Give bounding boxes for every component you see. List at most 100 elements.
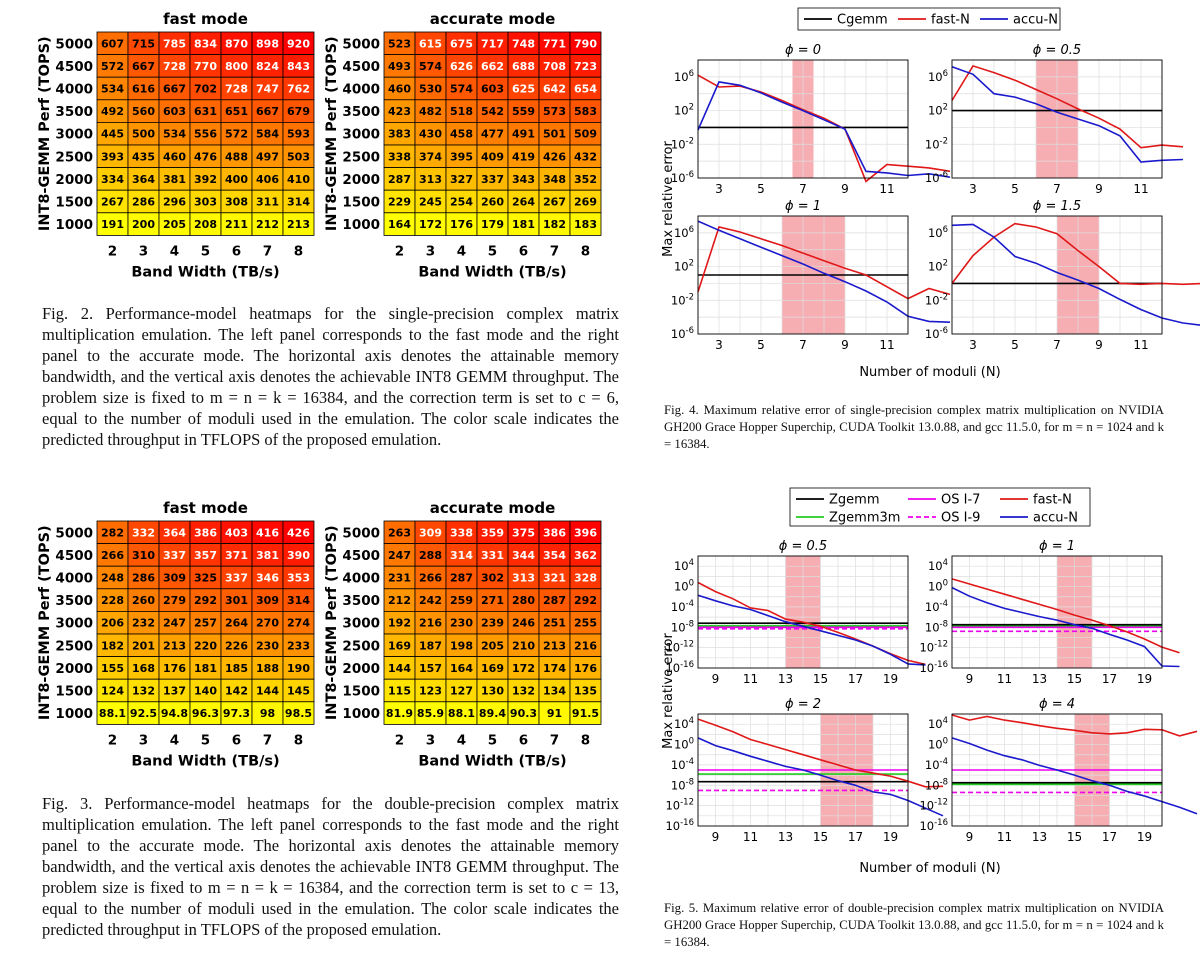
heatmap-cell-label: 920 [287,37,310,50]
axis-xtick: 11 [879,182,894,196]
heatmap-cell-label: 247 [163,617,186,630]
line-panel: ϕ = 1.5 106 102 10-2 10-6 3 5 7 9 11 [925,199,1200,352]
heatmap-cell-label: 142 [225,685,248,698]
series-line-fast-n [951,578,1180,654]
panel-title: ϕ = 0.5 [779,539,827,554]
heatmap-cell-label: 140 [194,685,217,698]
heatmap-xtick: 8 [581,243,590,259]
heatmap-cell-label: 169 [388,639,411,652]
panel-title: ϕ = 0 [785,43,821,58]
heatmap-cell-label: 357 [194,549,217,562]
heatmap-cell-label: 337 [481,173,504,186]
axis-xtick: 7 [1053,338,1061,352]
heatmap-xtick: 4 [457,732,466,748]
heatmap-cell-label: 458 [450,128,473,141]
series-line-accu-n [951,586,1180,668]
heatmap-cell-label: 190 [287,662,310,675]
heatmap-cell-label: 115 [388,685,411,698]
heatmap-cell-label: 616 [132,83,155,96]
axis-xtick: 11 [997,672,1012,686]
heatmap-cell [569,701,602,725]
heatmap-cell-label: 96.3 [192,707,219,720]
axis-xtick: 9 [1095,338,1103,352]
axis-xtick: 13 [778,672,793,686]
heatmap-cell-label: 168 [132,662,155,675]
fig5-caption: Fig. 5. Maximum relative error of double… [664,901,1164,949]
heatmap-xtick: 2 [395,243,404,259]
heatmap-cell-label: 352 [574,173,597,186]
heatmap-cell-label: 239 [481,617,504,630]
heatmap-cell-label: 314 [287,196,310,209]
panel-title: ϕ = 1.5 [1033,199,1081,214]
heatmap-cell-label: 410 [287,173,310,186]
heatmap-cell-label: 242 [419,594,442,607]
heatmap-cell-label: 419 [512,150,535,163]
heatmap-ytick: 2000 [342,172,380,188]
heatmap-cell-label: 762 [287,83,310,96]
axis-xtick: 9 [1095,182,1103,196]
heatmap-cell-label: 747 [256,83,279,96]
heatmap-cell-label: 662 [481,60,504,73]
heatmap-cell-label: 132 [132,685,155,698]
heatmap-ytick: 4500 [342,548,380,564]
heatmap-cell-label: 460 [163,150,186,163]
fig4-caption: Fig. 4. Maximum relative error of single… [664,403,1164,451]
axis-ytick: 106 [674,69,694,84]
heatmap-cell-label: 247 [388,549,411,562]
heatmap-cell-label: 181 [194,662,217,675]
heatmap-cell-label: 172 [419,218,442,231]
heatmap-cell-label: 723 [574,60,597,73]
axis-xtick: 19 [1137,830,1152,844]
axis-ytick: 102 [928,259,948,274]
heatmap-cell-label: 213 [287,218,310,231]
heatmap-cell-label: 88.1 [99,707,126,720]
legend-entry: fast-N [931,13,970,28]
heatmap-cell-label: 416 [256,526,279,539]
heatmap-xlabel: Band Width (TB/s) [418,753,566,769]
heatmap-cell-label: 708 [543,60,566,73]
heatmap-cell-label: 97.3 [223,707,250,720]
heatmap-cell-label: 509 [574,128,597,141]
heatmap-cell-label: 98.5 [285,707,312,720]
heatmap-cell-label: 426 [543,150,566,163]
axis-xtick: 5 [1011,182,1019,196]
axis-xtick: 9 [966,672,974,686]
heatmap-cell-label: 728 [163,60,186,73]
heatmap-ytick: 3500 [55,593,93,609]
heatmap-cell-label: 679 [287,105,310,118]
heatmap-cell-label: 314 [450,549,473,562]
heatmap-ytick: 1500 [342,195,380,211]
heatmap-cell-label: 164 [388,218,411,231]
heatmap-cell-label: 188 [256,662,279,675]
heatmap-cell-label: 263 [388,526,411,539]
heatmap-cell-label: 89.4 [479,707,506,720]
heatmap-ytick: 2500 [342,149,380,165]
heatmap-cell-label: 375 [512,526,535,539]
axis-xtick: 11 [743,672,758,686]
heatmap-cell-label: 386 [543,526,566,539]
heatmap-cell-label: 90.3 [510,707,537,720]
heatmap-xtick: 7 [263,732,272,748]
heatmap-xtick: 7 [263,243,272,259]
heatmap-xtick: 2 [108,243,117,259]
heatmap-title: accurate mode [430,10,556,28]
heatmap-cell-label: 123 [419,685,442,698]
heatmap-cell-label: 560 [132,105,155,118]
axis-xtick: 13 [1032,672,1047,686]
line-figure-5: Zgemm Zgemm3m OS I-7 OS I-9 fast-N accu-N ϕ = … [661,487,1198,876]
heatmap-cell-label: 287 [450,572,473,585]
axis-ytick: 106 [928,69,948,84]
heatmap-cell-label: 460 [388,83,411,96]
heatmap-cell-label: 182 [543,218,566,231]
series-line-accu-n [697,594,926,666]
heatmap-cell-label: 205 [163,218,186,231]
heatmap-cell-label: 790 [574,37,597,50]
heatmap-xtick: 7 [550,243,559,259]
axis-ytick: 10-16 [665,660,694,675]
heatmap-cell-label: 344 [512,549,535,562]
heatmap-cell-label: 497 [256,150,279,163]
axis-xtick: 5 [757,182,765,196]
heatmap-ytick: 4500 [342,59,380,75]
axis-xtick: 17 [1102,830,1117,844]
heatmap-cell-label: 523 [388,37,411,50]
